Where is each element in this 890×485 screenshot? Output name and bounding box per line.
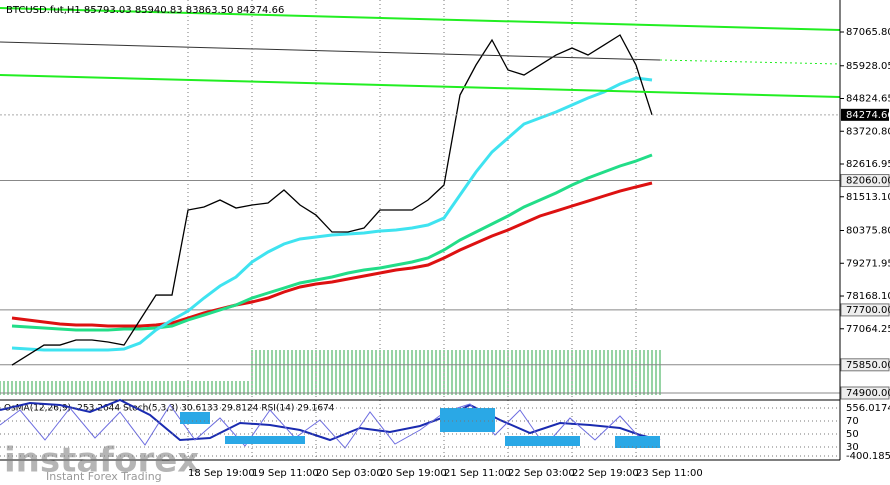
price-level-box [840, 386, 890, 400]
moving-average [11, 153, 653, 332]
y-tick-label: 82616.95 [846, 159, 890, 170]
indicator-tick-label: -400.1858 [846, 451, 890, 462]
current-price-box [841, 108, 889, 121]
price-level-label: 75850.00 [846, 360, 890, 371]
histogram-block [225, 436, 305, 444]
price-level-label: 74900.00 [846, 388, 890, 399]
y-tick-label: 83720.80 [846, 126, 890, 137]
price-line [11, 34, 653, 366]
moving-average [11, 76, 653, 352]
indicator-tick-label: 70 [846, 416, 859, 427]
x-tick-label: 21 Sep 11:00 [444, 468, 511, 479]
histogram-block [180, 412, 210, 424]
y-tick-label: 84824.65 [846, 93, 890, 104]
price-panel [0, 0, 840, 460]
y-tick-label: 79271.95 [846, 258, 890, 269]
y-tick-label: 87065.80 [846, 27, 890, 38]
chart-title: BTCUSD.fut,H1 85793.03 85940.83 83863.50… [6, 5, 284, 16]
y-tick-label: 85928.05 [846, 61, 890, 72]
watermark-tagline: Instant Forex Trading [46, 470, 162, 483]
x-tick-label: 18 Sep 19:00 [188, 468, 255, 479]
indicator-tick-label: 30 [846, 442, 859, 453]
x-tick-label: 19 Sep 11:00 [252, 468, 319, 479]
moving-average [11, 181, 653, 328]
indicator-title: OsMA(12,26,9) -253.2644 Stoch(5,3,3) 30.… [4, 404, 335, 414]
indicator-tick-label: 556.0174 [846, 403, 890, 414]
histogram-block [615, 436, 660, 448]
x-tick-label: 22 Sep 03:00 [508, 468, 575, 479]
trend-line [0, 41, 661, 61]
y-tick-label: 81513.10 [846, 192, 890, 203]
x-tick-label: 22 Sep 19:00 [572, 468, 639, 479]
indicator-tick-label: 50 [846, 429, 859, 440]
price-level-box [840, 303, 890, 317]
y-tick-label: 78168.10 [846, 291, 890, 302]
trend-line [659, 59, 841, 65]
trend-line [0, 74, 841, 98]
price-level-label: 77700.00 [846, 305, 890, 316]
histogram-block [505, 436, 580, 446]
price-level-box [840, 358, 890, 372]
x-tick-label: 23 Sep 11:00 [636, 468, 703, 479]
osma-histogram [180, 408, 660, 448]
y-tick-label: 80375.80 [846, 226, 890, 237]
x-tick-label: 20 Sep 03:00 [316, 468, 383, 479]
histogram-block [440, 408, 495, 432]
y-tick-label: 77064.25 [846, 324, 890, 335]
x-tick-label: 20 Sep 19:00 [380, 468, 447, 479]
trend-line [0, 7, 841, 31]
current-price-label: 84274.66 [846, 110, 890, 121]
price-level-box [840, 174, 890, 188]
price-level-label: 82060.00 [846, 176, 890, 187]
